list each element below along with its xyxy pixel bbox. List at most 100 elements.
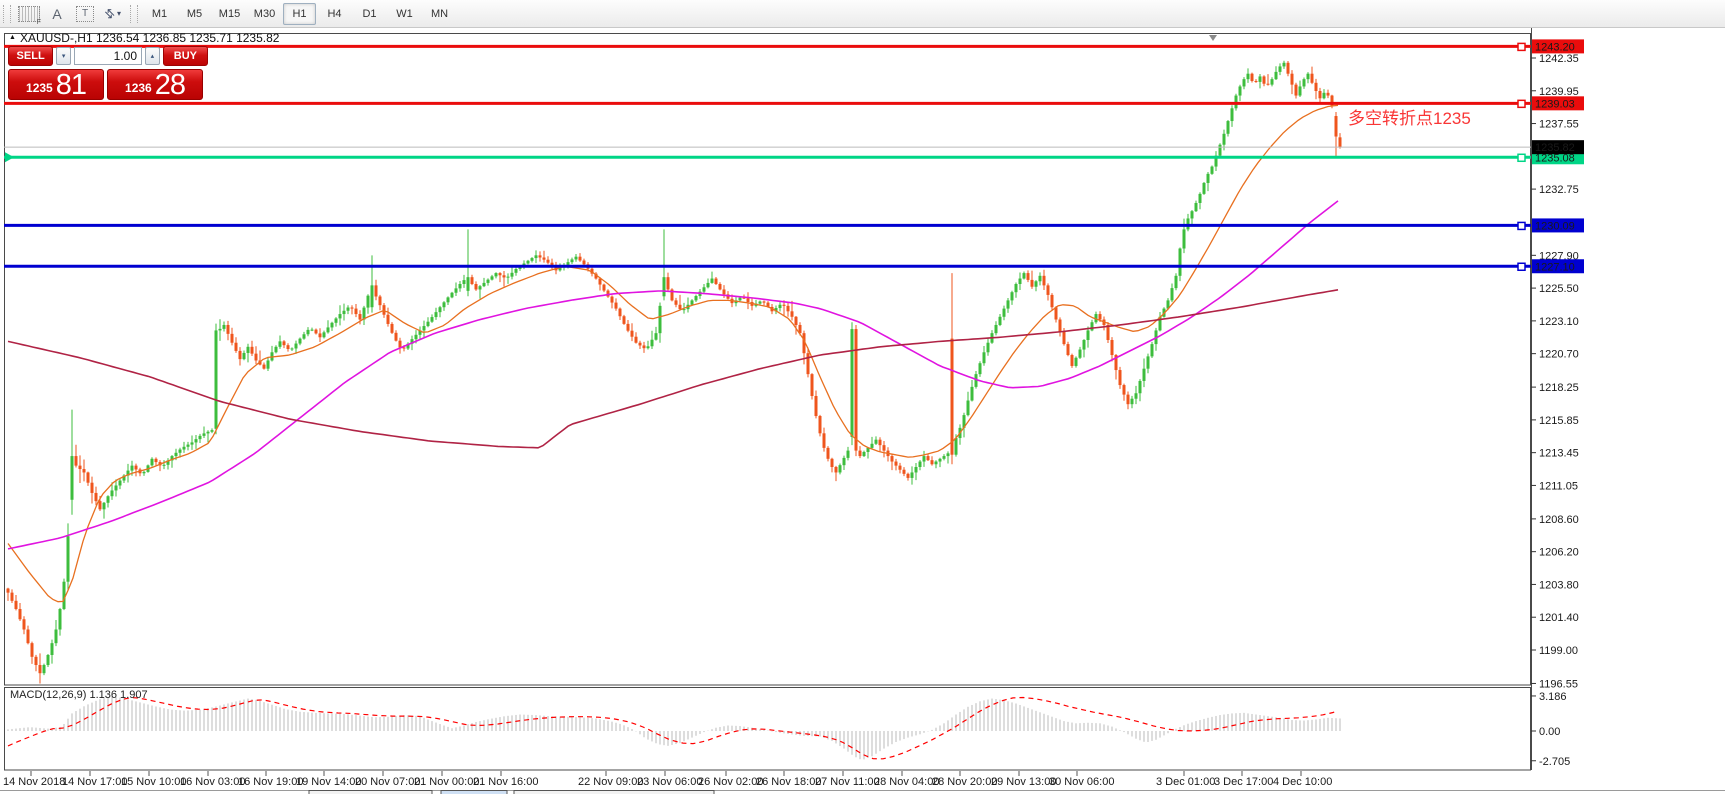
time-tick-label: 30 Nov 06:00 <box>1049 776 1114 788</box>
line-handle[interactable] <box>1517 42 1526 52</box>
sell-price-small: 1235 <box>26 81 53 95</box>
one-click-trading-panel: SELL ▾ ▴ BUY 1235 81 1236 28 <box>8 45 208 100</box>
timeframe-button-h1[interactable]: H1 <box>283 2 316 25</box>
timeframe-button-m15[interactable]: M15 <box>218 7 241 20</box>
price-level-label <box>1532 218 1584 233</box>
annotation-text: 多空转折点1235 <box>1348 109 1471 128</box>
sell-price-big: 81 <box>55 68 87 101</box>
time-tick-label: 15 Nov 10:00 <box>121 776 186 788</box>
svg-text:1239.03: 1239.03 <box>1535 98 1575 110</box>
macd-axis-label: 0.00 <box>1539 726 1560 738</box>
price-tick-label: 1211.05 <box>1539 480 1578 492</box>
time-tick-label: 28 Nov 04:00 <box>874 776 939 788</box>
time-tick-label: 26 Nov 02:00 <box>698 776 763 788</box>
line-handle[interactable] <box>1517 262 1526 272</box>
time-tick-label: 16 Nov 03:00 <box>180 776 245 788</box>
svg-text:1243.20: 1243.20 <box>1535 41 1575 53</box>
price-level-label <box>1532 39 1584 54</box>
chart-title: ▲ XAUUSD-,H1 1236.54 1236.85 1235.71 123… <box>9 31 279 45</box>
timeframe-button-h4[interactable]: H4 <box>327 7 342 20</box>
timeframe-toolbar: M1 M5 M15 M30 H1 H4 D1 W1 MN <box>142 2 457 25</box>
volume-increase-button[interactable]: ▴ <box>145 46 160 65</box>
time-tick-label: 14 Nov 2018 <box>3 776 65 788</box>
svg-text:1235.08: 1235.08 <box>1535 152 1575 164</box>
price-tick-label: 1213.45 <box>1539 448 1579 460</box>
price-tick-label: 1199.00 <box>1539 645 1578 657</box>
time-tick-label: 28 Nov 20:00 <box>932 776 997 788</box>
time-tick-label: 19 Nov 14:00 <box>296 776 361 788</box>
price-tick-label: 1237.55 <box>1539 119 1579 131</box>
timeframe-button-m30[interactable]: M30 <box>253 7 276 20</box>
main-plot-border <box>4 33 1531 686</box>
time-tick-label: 22 Nov 09:00 <box>578 776 643 788</box>
time-tick-label: 16 Nov 19:00 <box>238 776 303 788</box>
time-tick-label: 4 Dec 10:00 <box>1273 776 1332 788</box>
buy-price-big: 28 <box>154 68 186 101</box>
price-tick-label: 1206.20 <box>1539 547 1579 559</box>
macd-window-border <box>4 687 1531 771</box>
buy-price-tile[interactable]: 1236 28 <box>107 69 203 100</box>
cursor-tool-icon[interactable]: A <box>52 5 62 22</box>
macd-signal-line <box>7 696 1339 760</box>
time-tick-label: 26 Nov 18:00 <box>756 776 821 788</box>
timeframe-button-d1[interactable]: D1 <box>362 7 377 20</box>
price-tick-label: 1232.75 <box>1539 184 1579 196</box>
chart-grid-icon[interactable]: F <box>18 4 41 26</box>
time-tick-label: 14 Nov 17:00 <box>62 776 127 788</box>
price-level-label <box>1532 259 1584 274</box>
time-tick-label: 21 Nov 16:00 <box>473 776 538 788</box>
price-level-label <box>1532 96 1584 111</box>
timeframe-button-mn[interactable]: MN <box>430 7 449 20</box>
chart-shift-icon[interactable] <box>1209 35 1217 41</box>
arrows-tool-icon[interactable]: ⇵ ▾ <box>101 4 122 23</box>
time-tick-label: 21 Nov 00:00 <box>414 776 479 788</box>
time-tick-label: 23 Nov 06:00 <box>637 776 702 788</box>
price-tick-label: 1196.55 <box>1539 678 1578 690</box>
price-tick-label: 1242.35 <box>1539 53 1579 65</box>
toolbar: F A T ⇵ ▾ M1 M5 M15 M30 H1 H4 D1 W1 MN <box>0 0 1725 28</box>
collapse-arrow-icon[interactable]: ▲ <box>9 33 16 41</box>
volume-input[interactable] <box>74 46 142 65</box>
price-tick-label: 1208.60 <box>1539 514 1579 526</box>
line-handle[interactable] <box>1517 221 1526 231</box>
price-tick-label: 1225.50 <box>1539 283 1579 295</box>
price-tick-label: 1203.80 <box>1539 579 1579 591</box>
ma-mid-magenta <box>7 200 1339 550</box>
svg-text:1230.09: 1230.09 <box>1535 220 1575 232</box>
chart-tab-partial[interactable] <box>513 790 715 794</box>
candlestick-series <box>6 60 1342 684</box>
time-tick-label: 20 Nov 07:00 <box>355 776 420 788</box>
dropdown-caret-icon[interactable]: ▾ <box>117 9 122 18</box>
time-tick-label: 3 Dec 01:00 <box>1156 776 1215 788</box>
price-tick-label: 1201.40 <box>1539 612 1579 624</box>
time-tick-label: 3 Dec 17:00 <box>1214 776 1273 788</box>
line-handle[interactable] <box>1517 99 1526 109</box>
macd-histogram <box>7 696 1341 760</box>
svg-text:1227.10: 1227.10 <box>1535 261 1575 273</box>
volume-decrease-button[interactable]: ▾ <box>56 46 71 65</box>
timeframe-button-m5[interactable]: M5 <box>186 7 203 20</box>
timeframe-button-w1[interactable]: W1 <box>396 7 413 20</box>
time-tick-label: 29 Nov 13:00 <box>991 776 1056 788</box>
price-level-label <box>1532 140 1584 155</box>
toolbar-drag-handle[interactable] <box>3 4 11 23</box>
svg-text:1235.82: 1235.82 <box>1535 142 1575 154</box>
chart-tab-partial[interactable] <box>308 790 433 794</box>
chart-canvas[interactable]: 1242.351239.951237.551232.751227.901225.… <box>0 28 1725 794</box>
buy-button[interactable]: BUY <box>162 45 208 66</box>
time-tick-label: 27 Nov 11:00 <box>815 776 880 788</box>
sell-button[interactable]: SELL <box>8 45 54 66</box>
macd-indicator-label: MACD(12,26,9) 1.136 1.907 <box>10 689 148 701</box>
line-handle[interactable] <box>1517 153 1526 163</box>
line-left-marker-icon <box>5 152 14 163</box>
timeframe-button-m1[interactable]: M1 <box>151 7 168 20</box>
chart-tab-partial[interactable] <box>440 790 508 794</box>
chart-title-text: XAUUSD-,H1 1236.54 1236.85 1235.71 1235.… <box>19 31 280 45</box>
price-tick-label: 1239.95 <box>1539 86 1579 98</box>
ma-slow-darkred <box>7 289 1339 449</box>
sell-price-tile[interactable]: 1235 81 <box>8 69 104 100</box>
price-axis[interactable]: 1242.351239.951237.551232.751227.901225.… <box>1531 28 1584 770</box>
toolbar-drag-handle[interactable] <box>130 4 138 23</box>
text-tool-icon[interactable]: T <box>74 4 96 24</box>
